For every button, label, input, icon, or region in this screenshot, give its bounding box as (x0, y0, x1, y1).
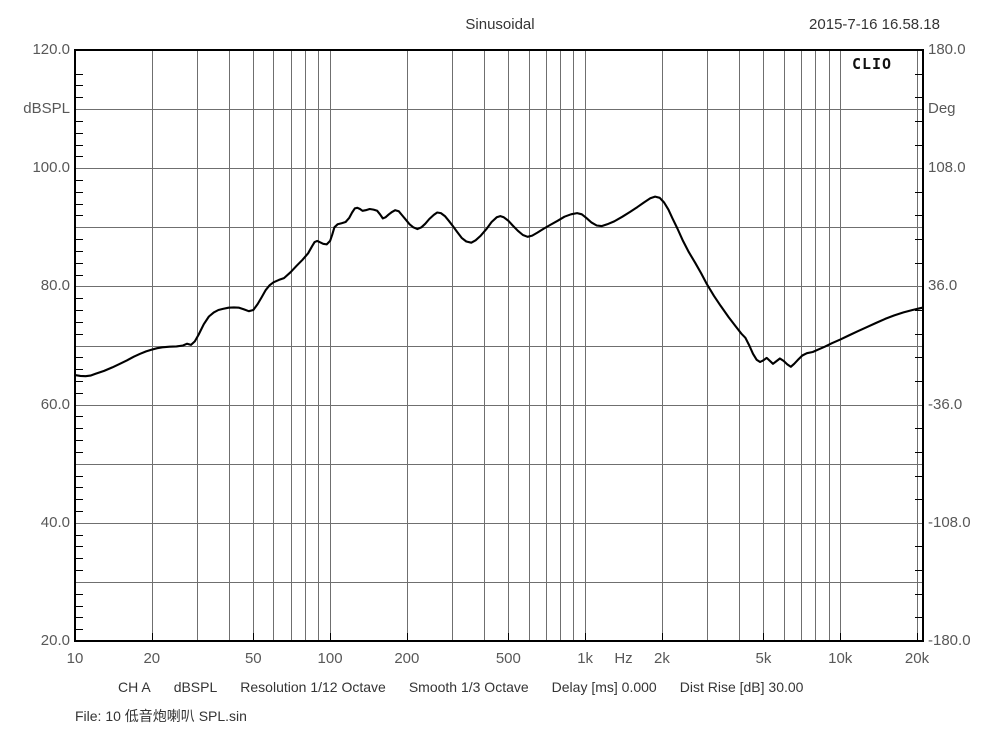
setting-item: CH A (118, 679, 151, 695)
setting-item: Resolution 1/12 Octave (240, 679, 386, 695)
setting-item: Dist Rise [dB] 30.00 (679, 679, 804, 695)
file-name-label: File: 10 低音炮喇叭 SPL.sin (75, 708, 247, 724)
plot-border (74, 49, 924, 642)
measurement-timestamp: 2015-7-16 16.58.18 (809, 16, 940, 33)
axis-ticks (74, 73, 922, 640)
measurement-settings-bar: CH A dBSPL Resolution 1/12 Octave Smooth 1/… (118, 679, 803, 697)
setting-item: Delay [ms] 0.000 (551, 679, 657, 695)
gridlines (75, 50, 923, 641)
setting-item: Smooth 1/3 Octave (408, 679, 529, 695)
spl-curve (73, 195, 924, 378)
setting-item: dBSPL (173, 679, 218, 695)
chart-title: Sinusoidal (465, 16, 535, 33)
clio-logo: CLIO (851, 55, 893, 73)
